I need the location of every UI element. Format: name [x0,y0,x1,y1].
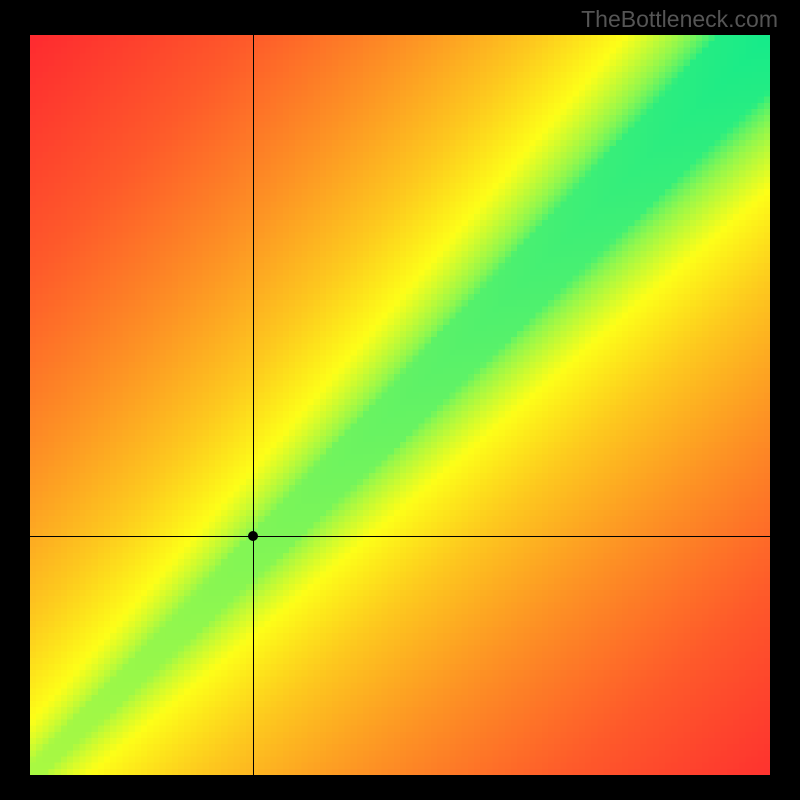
heatmap-canvas [30,35,770,775]
marker-dot [248,531,258,541]
watermark-text: TheBottleneck.com [581,6,778,33]
crosshair-horizontal [30,536,770,537]
crosshair-vertical [253,35,254,775]
heatmap-plot [30,35,770,775]
